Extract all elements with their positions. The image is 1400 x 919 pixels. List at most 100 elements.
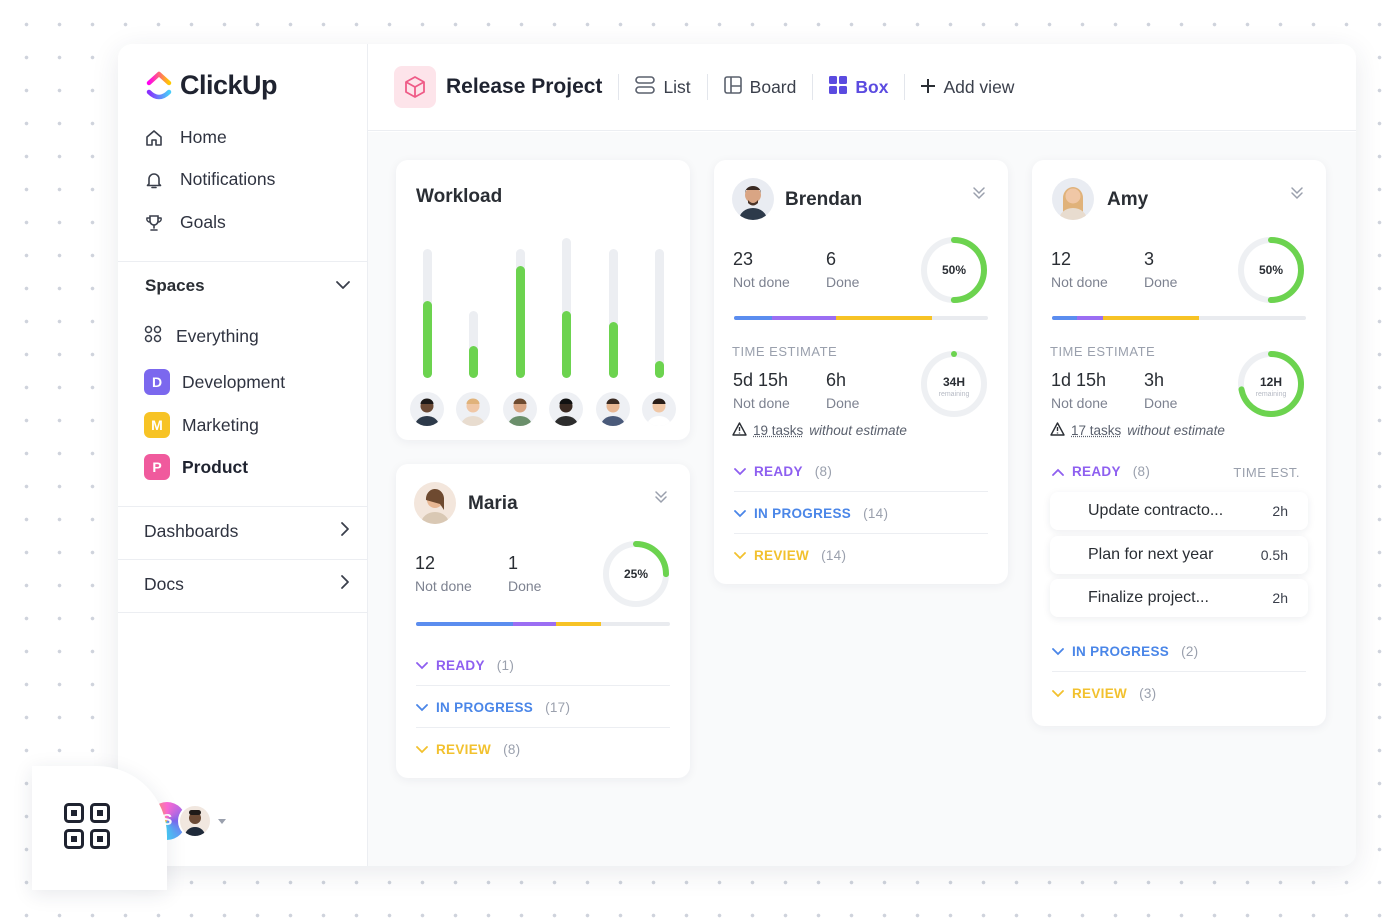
amy-not-done-value: 12: [1051, 249, 1072, 269]
caret-down-icon[interactable]: [218, 812, 226, 830]
amy-card: Amy 12 Not done 3 Done 50% TIME ESTIMATE…: [1032, 160, 1326, 726]
progress-segment: [835, 316, 933, 320]
progress-segment: [772, 316, 836, 320]
brendan-progress-ring: 50%: [921, 237, 987, 303]
top-bar: Release Project List Board Box Add view: [368, 44, 1356, 131]
divider: [734, 533, 988, 534]
brendan-tasks-link[interactable]: 19 tasks: [753, 423, 804, 438]
sidebar: ClickUp Home Notifications Goals Spaces: [118, 44, 368, 866]
box-view-content: Workload Maria 12 Not done 1 Done 25% R: [368, 132, 1356, 866]
board-icon: [723, 75, 742, 99]
workload-bar-fill: [608, 321, 618, 378]
ring-fill: [1238, 237, 1304, 303]
nav-home[interactable]: Home: [144, 127, 227, 148]
task-row[interactable]: Plan for next year 0.5h: [1050, 536, 1308, 574]
nav-goals[interactable]: Goals: [144, 212, 226, 233]
brendan-remaining-caption: remaining: [939, 391, 970, 398]
amy-status-in-progress[interactable]: IN PROGRESS (2): [1052, 644, 1198, 659]
divider: [1052, 671, 1306, 672]
chevron-down-icon[interactable]: [335, 277, 351, 295]
user-menu[interactable]: S: [148, 802, 226, 840]
clickup-logo[interactable]: ClickUp: [146, 70, 278, 101]
spaces-header[interactable]: Spaces: [145, 276, 351, 296]
apps-grid-button[interactable]: [32, 766, 167, 890]
status-count: (1): [496, 658, 515, 673]
brendan-remaining: 34H: [943, 375, 965, 389]
brendan-time-done: 6h Done: [826, 370, 859, 411]
workload-bar: [562, 238, 572, 378]
amy-status-ready[interactable]: READY (8): [1052, 464, 1150, 479]
amy-done-value: 3: [1144, 249, 1155, 269]
status-count: (2): [1181, 644, 1199, 659]
progress-segment: [1102, 316, 1200, 320]
space-development[interactable]: D Development: [144, 369, 285, 395]
tab-box[interactable]: Box: [829, 75, 888, 99]
brendan-percent: 50%: [942, 263, 966, 277]
task-name: Finalize project...: [1088, 589, 1209, 606]
brendan-status-ready[interactable]: READY (8): [734, 464, 832, 479]
amy-ready-count: (8): [1132, 464, 1151, 479]
task-row[interactable]: Finalize project... 2h: [1050, 579, 1308, 617]
nav-notifications[interactable]: Notifications: [144, 169, 275, 190]
amy-tasks-link[interactable]: 17 tasks: [1071, 423, 1122, 438]
brendan-status-review[interactable]: REVIEW (14): [734, 548, 846, 563]
member-avatar[interactable]: [456, 392, 491, 426]
space-marketing[interactable]: M Marketing: [144, 412, 259, 438]
brendan-status-in-progress[interactable]: IN PROGRESS (14): [734, 506, 888, 521]
sidebar-docs[interactable]: Docs: [144, 574, 350, 595]
status-label: REVIEW: [436, 742, 492, 757]
space-everything[interactable]: Everything: [144, 325, 259, 348]
progress-segment: [416, 622, 513, 626]
amy-time-not-done: 1d 15h Not done: [1051, 370, 1108, 411]
status-label: IN PROGRESS: [1072, 644, 1170, 659]
task-row[interactable]: Update contracto... 2h: [1050, 492, 1308, 530]
maria-status-review[interactable]: REVIEW (8): [416, 742, 520, 757]
member-avatar[interactable]: [410, 392, 444, 426]
collapse-icon[interactable]: [1290, 186, 1304, 205]
brendan-card: Brendan 23 Not done 6 Done 50% TIME ESTI…: [714, 160, 1008, 584]
member-avatar[interactable]: [595, 392, 630, 426]
header-separator: [618, 74, 620, 100]
status-count: (3): [1139, 686, 1157, 701]
status-label: READY: [754, 464, 803, 479]
add-view-button[interactable]: Add view: [921, 77, 1014, 98]
brendan-not-done-label: Not done: [733, 274, 790, 290]
task-name: Plan for next year: [1088, 546, 1214, 563]
brendan-remaining-ring: 34H remaining: [921, 351, 987, 417]
tab-board[interactable]: Board: [723, 75, 796, 99]
maria-card: Maria 12 Not done 1 Done 25% READY (1) IN…: [396, 464, 690, 778]
chevron-down-icon: [734, 506, 746, 521]
maria-status-ready[interactable]: READY (1): [416, 658, 514, 673]
member-avatar[interactable]: [549, 392, 584, 426]
workload-bar-fill: [562, 310, 572, 378]
sidebar-dashboards[interactable]: Dashboards: [144, 521, 350, 542]
home-icon: [144, 128, 164, 148]
grid-icon: [64, 802, 110, 854]
maria-status-in-progress[interactable]: IN PROGRESS (17): [416, 700, 570, 715]
collapse-icon[interactable]: [654, 490, 668, 509]
brendan-done-label: Done: [826, 274, 860, 290]
nav-notifications-label: Notifications: [180, 169, 276, 189]
member-avatar[interactable]: [502, 392, 537, 426]
amy-done-label: Done: [1144, 274, 1178, 290]
amy-time-done-value: 3h: [1144, 370, 1165, 390]
brendan-time-not-done: 5d 15h Not done: [733, 370, 790, 411]
ring-fill: [603, 541, 669, 607]
amy-status-review[interactable]: REVIEW (3): [1052, 686, 1156, 701]
chevron-down-icon: [734, 548, 746, 563]
sidebar-divider: [118, 506, 368, 507]
status-label: READY: [436, 658, 485, 673]
tab-list[interactable]: List: [635, 75, 691, 99]
divider: [416, 727, 670, 728]
maria-not-done-label: Not done: [415, 578, 472, 594]
tab-list-label: List: [663, 76, 691, 97]
maria-done-value: 1: [508, 553, 519, 573]
workload-bar-fill: [515, 265, 525, 378]
collapse-icon[interactable]: [972, 186, 986, 205]
chevron-right-icon: [340, 574, 350, 595]
space-product[interactable]: P Product: [144, 454, 248, 480]
maria-name: Maria: [468, 493, 518, 514]
workload-bar-fill: [469, 345, 479, 378]
amy-remaining-ring: 12H remaining: [1238, 351, 1304, 417]
member-avatar[interactable]: [642, 392, 676, 426]
